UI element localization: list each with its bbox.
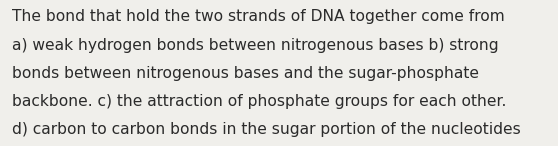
Text: bonds between nitrogenous bases and the sugar-phosphate: bonds between nitrogenous bases and the … [12, 66, 479, 81]
Text: a) weak hydrogen bonds between nitrogenous bases b) strong: a) weak hydrogen bonds between nitrogeno… [12, 38, 499, 53]
Text: d) carbon to carbon bonds in the sugar portion of the nucleotides: d) carbon to carbon bonds in the sugar p… [12, 122, 521, 137]
Text: backbone. c) the attraction of phosphate groups for each other.: backbone. c) the attraction of phosphate… [12, 94, 507, 109]
Text: The bond that hold the two strands of DNA together come from: The bond that hold the two strands of DN… [12, 9, 505, 25]
